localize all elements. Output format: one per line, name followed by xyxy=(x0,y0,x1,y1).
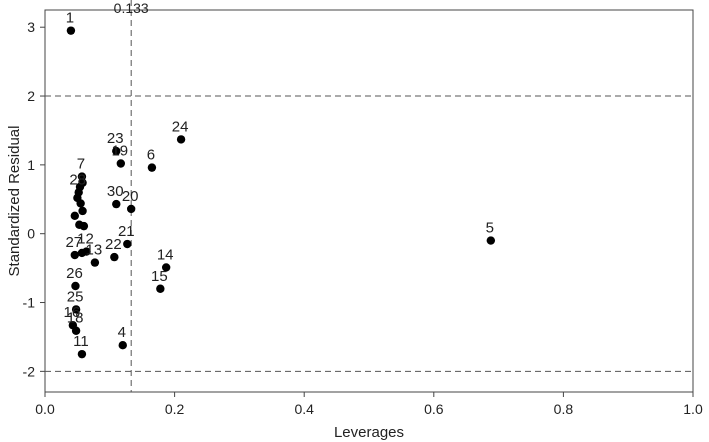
point-label: 26 xyxy=(66,265,83,282)
y-axis-title: Standardized Residual xyxy=(6,126,23,277)
point-label: 13 xyxy=(86,242,103,259)
data-point xyxy=(70,211,80,220)
point-label: 24 xyxy=(172,118,189,135)
data-point xyxy=(176,135,186,144)
point-label: 1 xyxy=(66,10,74,27)
x-tick-label: 0.6 xyxy=(424,401,444,417)
data-point xyxy=(90,258,100,267)
point-label: 6 xyxy=(147,147,155,164)
point-label: 27 xyxy=(65,234,82,251)
point-label: 7 xyxy=(77,156,85,173)
point-label: 11 xyxy=(73,333,89,350)
point-label: 23 xyxy=(107,130,124,147)
data-point xyxy=(123,239,132,249)
y-tick-label: -1 xyxy=(23,295,36,311)
data-point xyxy=(118,340,127,350)
point-label: 15 xyxy=(151,268,168,285)
point-label: 12 xyxy=(77,231,94,248)
reference-lines xyxy=(45,0,693,392)
point-label: 19 xyxy=(111,142,128,159)
point-label: 28 xyxy=(69,171,86,188)
x-tick-label: 0.4 xyxy=(294,401,314,417)
data-point xyxy=(79,221,89,231)
y-tick-label: 0 xyxy=(27,226,35,242)
data-point xyxy=(71,326,81,335)
point-label: 14 xyxy=(157,246,174,263)
y-tick-label: 1 xyxy=(27,157,35,173)
x-tick-label: 0.0 xyxy=(35,401,55,417)
data-point xyxy=(71,305,81,314)
data-point xyxy=(112,199,121,209)
point-label: 21 xyxy=(118,223,135,240)
data-point xyxy=(112,146,121,156)
data-points xyxy=(66,26,496,359)
data-point xyxy=(147,163,157,172)
data-point xyxy=(126,204,136,214)
x-tick-label: 1.0 xyxy=(683,401,703,417)
data-point xyxy=(75,182,85,192)
data-point xyxy=(77,248,87,258)
data-point xyxy=(66,26,76,35)
point-label: 16 xyxy=(64,304,81,321)
y-tick-label: 3 xyxy=(27,19,35,35)
x-tick-label: 0.2 xyxy=(165,401,185,417)
data-point xyxy=(76,199,85,208)
data-point xyxy=(71,281,80,291)
y-tick-label: 2 xyxy=(27,88,35,104)
point-label: 4 xyxy=(118,324,126,341)
data-point xyxy=(110,252,119,262)
data-point xyxy=(78,206,87,216)
data-point xyxy=(77,349,87,359)
data-point xyxy=(156,284,165,293)
data-point xyxy=(70,250,80,260)
point-label: 5 xyxy=(486,220,494,237)
point-label: 18 xyxy=(67,310,84,327)
data-point xyxy=(486,236,496,245)
x-tick-label: 0.8 xyxy=(554,401,574,417)
x-axis-title: Leverages xyxy=(334,424,404,441)
data-point xyxy=(77,172,87,181)
y-tick-label: -2 xyxy=(23,363,36,379)
vertical-reference-label: 0.133 xyxy=(114,0,149,16)
point-label: 22 xyxy=(105,236,122,253)
data-point xyxy=(161,263,171,272)
point-label: 20 xyxy=(122,188,139,205)
plot-frame xyxy=(44,9,694,393)
point-label: 30 xyxy=(107,183,124,200)
data-point xyxy=(116,159,126,168)
point-label: 25 xyxy=(67,288,84,305)
